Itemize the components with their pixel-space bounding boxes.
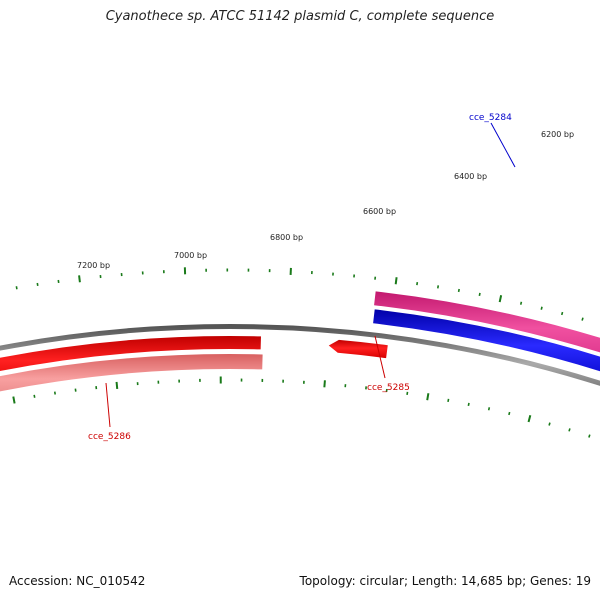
ruler-tick bbox=[560, 311, 564, 316]
gene-cce-5285[interactable] bbox=[328, 339, 388, 359]
ruler-tick bbox=[548, 422, 551, 426]
ruler-tick bbox=[467, 402, 470, 407]
ruler-labels: 6200 bp 6400 bp 6600 bp 6800 bp 7000 bp … bbox=[77, 130, 574, 270]
gene-feature-magenta[interactable] bbox=[374, 291, 600, 373]
ruler-label-7200: 7200 bp bbox=[77, 261, 110, 270]
ruler-label-7000: 7000 bp bbox=[174, 251, 207, 260]
accession-text: Accession: NC_010542 bbox=[9, 574, 146, 588]
ruler-tick bbox=[540, 306, 543, 310]
ruler-tick bbox=[588, 434, 591, 438]
backbone-circle bbox=[0, 323, 600, 386]
gene-label-cce-5285[interactable]: cce_5285 bbox=[367, 383, 410, 393]
ruler-tick bbox=[447, 398, 450, 402]
gene-label-cce-5286[interactable]: cce_5286 bbox=[88, 432, 131, 442]
ruler-tick bbox=[498, 295, 503, 303]
ruler-tick bbox=[508, 411, 511, 416]
gene-label-cce-5284[interactable]: cce_5284 bbox=[469, 113, 512, 123]
map-title: Cyanothece sp. ATCC 51142 plasmid C, com… bbox=[105, 9, 495, 24]
gene-cce-5284[interactable] bbox=[373, 309, 600, 390]
ruler-label-6800: 6800 bp bbox=[270, 233, 303, 242]
ruler-tick bbox=[12, 396, 16, 404]
ruler-label-6600: 6600 bp bbox=[363, 207, 396, 216]
leader-line-cce-5286 bbox=[105, 382, 111, 428]
ruler-tick bbox=[519, 301, 523, 305]
leader-line-cce-5284 bbox=[490, 122, 516, 168]
ruler-tick bbox=[394, 277, 398, 285]
ruler-ticks-outer bbox=[15, 267, 584, 321]
ruler-tick bbox=[478, 292, 481, 297]
ruler-tick bbox=[78, 275, 81, 283]
ruler-label-6400: 6400 bp bbox=[454, 172, 487, 181]
gene-cce-5286-second-track[interactable] bbox=[0, 354, 263, 410]
ruler-tick bbox=[457, 288, 460, 293]
topology-info-text: Topology: circular; Length: 14,685 bp; G… bbox=[299, 574, 591, 588]
ruler-tick bbox=[487, 407, 491, 411]
ruler-tick bbox=[323, 380, 326, 388]
leader-line-cce-5285 bbox=[374, 335, 386, 379]
ruler-tick bbox=[581, 317, 584, 321]
ruler-tick bbox=[527, 414, 532, 423]
ruler-tick bbox=[568, 428, 571, 432]
ruler-ticks-inner bbox=[12, 376, 591, 438]
ruler-label-6200: 6200 bp bbox=[541, 130, 574, 139]
ruler-tick bbox=[115, 381, 119, 390]
gene-cce-5286[interactable] bbox=[0, 336, 261, 390]
ruler-tick bbox=[426, 393, 430, 401]
